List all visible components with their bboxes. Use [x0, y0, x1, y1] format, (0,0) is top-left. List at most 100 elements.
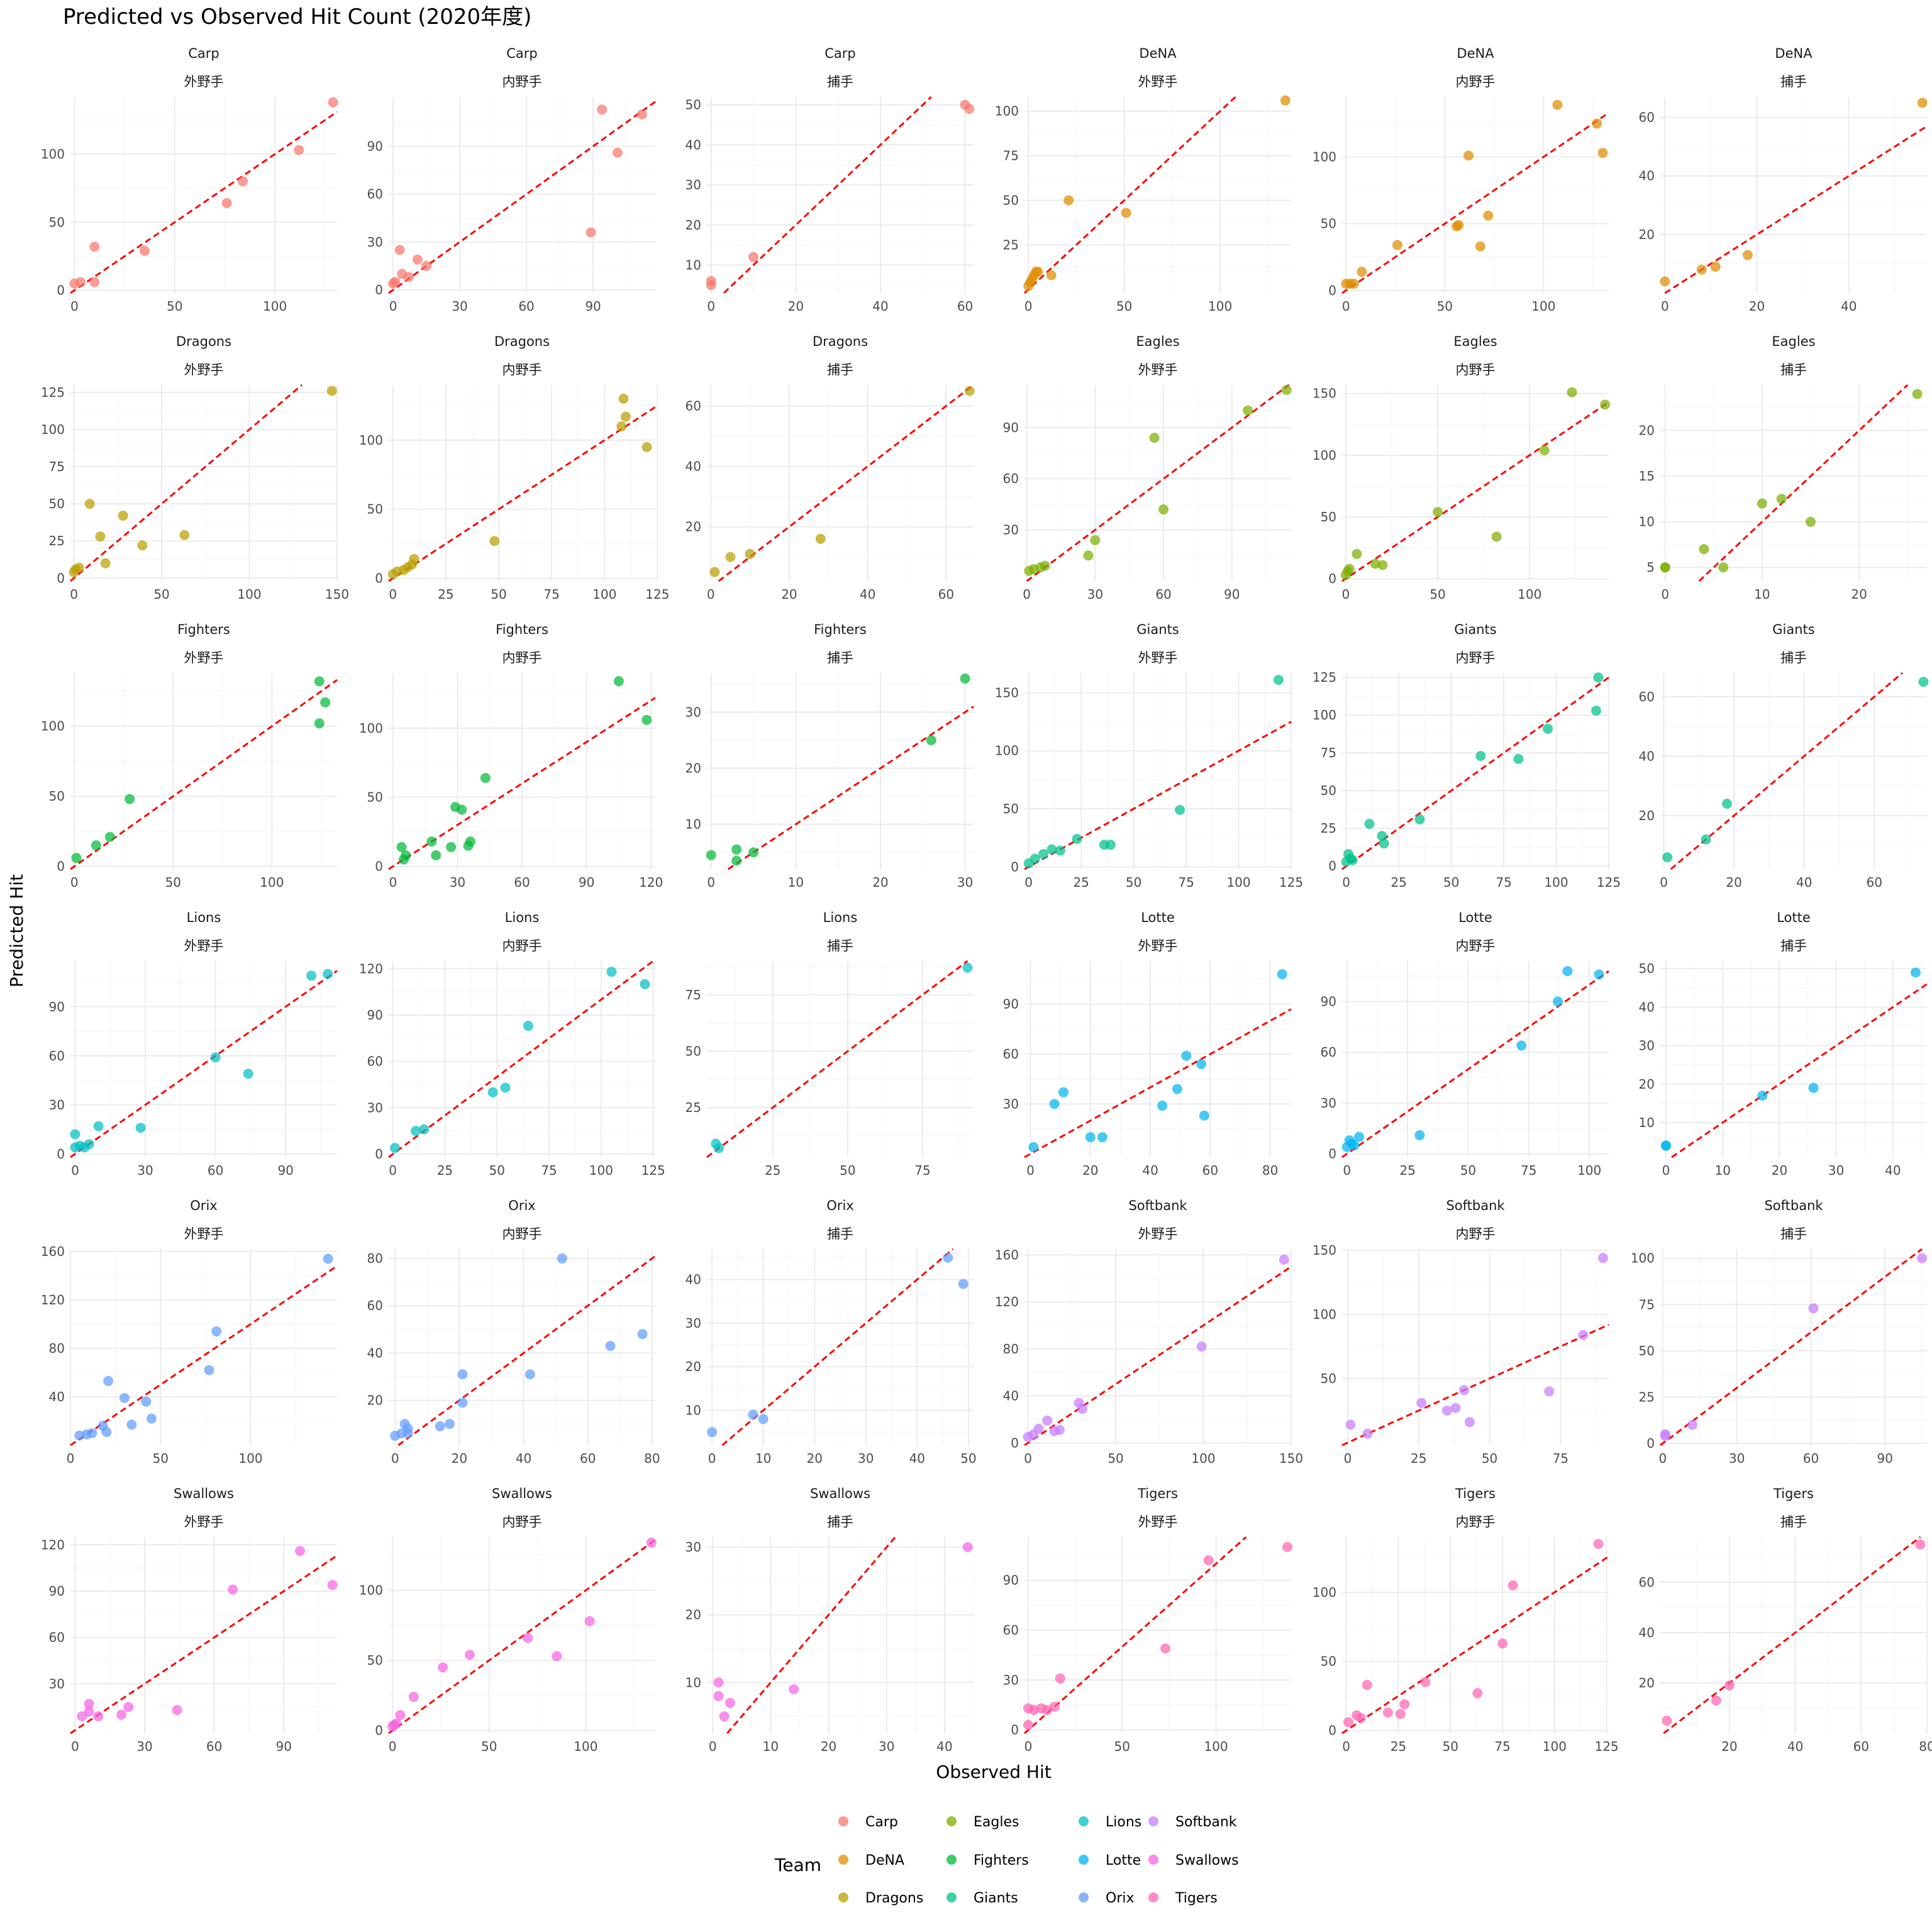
y-tick-label: 50 [1003, 801, 1019, 816]
legend-label: Fighters [974, 1853, 1029, 1868]
x-tick-label: 125 [1279, 875, 1303, 890]
facet-team-label: Fighters [814, 622, 867, 637]
y-tick-label: 20 [1639, 227, 1655, 242]
y-tick-label: 60 [49, 1048, 65, 1063]
data-point [84, 1139, 94, 1150]
y-tick-label: 100 [41, 719, 65, 734]
facet-position-label: 捕手 [1780, 1514, 1807, 1530]
data-point [1196, 1058, 1207, 1069]
facet-position-label: 捕手 [827, 1514, 853, 1530]
x-tick-label: 0 [707, 299, 715, 314]
legend-key [838, 1816, 848, 1826]
facet-panel-orix-0: Orix 外野手 0 50 100 40 80 120 160 [41, 1198, 338, 1466]
y-tick-label: 60 [1639, 689, 1655, 704]
reference-line [1671, 983, 1928, 1158]
data-point [465, 1650, 475, 1660]
x-tick-label: 100 [592, 587, 616, 602]
facet-team-label: Softbank [1764, 1198, 1823, 1213]
facet-panel-giants-1: Giants 内野手 0 25 50 75 100 125 0 25 50 75 100 125 [1313, 622, 1621, 890]
x-tick-label: 80 [1262, 1163, 1278, 1178]
x-tick-label: 0 [1023, 587, 1031, 602]
x-tick-label: 25 [1073, 875, 1089, 890]
y-tick-label: 0 [1011, 859, 1019, 874]
data-point [605, 1341, 616, 1352]
y-tick-label: 30 [49, 1676, 65, 1691]
data-point [1382, 1707, 1393, 1718]
x-tick-label: 50 [1116, 299, 1132, 314]
x-tick-label: 150 [325, 587, 349, 602]
y-tick-label: 40 [686, 459, 701, 474]
x-tick-label: 0 [1024, 299, 1033, 314]
data-point [419, 1124, 430, 1135]
data-point [445, 1419, 455, 1430]
facet-team-label: Giants [1772, 622, 1814, 637]
data-point [1377, 831, 1387, 841]
x-tick-label: 90 [1877, 1451, 1893, 1466]
reference-line [70, 1265, 338, 1446]
data-point [1277, 969, 1287, 980]
data-point [612, 147, 623, 158]
data-point [314, 718, 325, 729]
x-tick-label: 60 [208, 1163, 223, 1178]
legend-label: Tigers [1175, 1890, 1218, 1906]
y-tick-label: 20 [686, 218, 701, 233]
data-point [1463, 150, 1474, 161]
data-point [409, 553, 419, 564]
x-tick-label: 60 [1867, 875, 1882, 890]
y-tick-label: 60 [367, 187, 383, 202]
data-point [1172, 1084, 1182, 1094]
y-tick-label: 40 [1639, 1625, 1655, 1640]
data-point [294, 145, 304, 155]
data-point [1433, 507, 1443, 518]
facet-team-label: Eagles [1136, 334, 1179, 349]
data-point [1083, 550, 1094, 561]
reference-line [718, 384, 974, 582]
reference-line [1664, 125, 1928, 294]
data-point [637, 1329, 648, 1340]
x-tick-label: 50 [1437, 299, 1453, 314]
reference-line [1024, 1008, 1292, 1158]
y-tick-label: 20 [686, 1359, 701, 1374]
data-point [1513, 753, 1524, 764]
data-point [1377, 560, 1388, 570]
data-point [1594, 969, 1604, 980]
facet-team-label: Swallows [810, 1486, 870, 1501]
x-tick-label: 150 [1279, 1451, 1303, 1466]
y-tick-label: 0 [57, 570, 65, 586]
data-point [1279, 1254, 1289, 1265]
facet-team-label: Fighters [177, 622, 230, 637]
chart-title: Predicted vs Observed Hit Count (2020年度) [63, 4, 531, 30]
data-point [1033, 266, 1043, 277]
x-tick-label: 100 [263, 299, 287, 314]
facet-team-label: Orix [508, 1198, 535, 1213]
x-tick-label: 30 [450, 875, 465, 890]
x-tick-label: 0 [389, 1163, 397, 1178]
facet-position-label: 内野手 [1456, 650, 1496, 665]
x-tick-label: 50 [1114, 1739, 1130, 1754]
y-tick-label: 120 [359, 961, 383, 976]
data-point [118, 511, 128, 521]
data-point [958, 1279, 969, 1289]
data-point [1041, 1704, 1052, 1715]
x-tick-label: 40 [860, 587, 875, 602]
x-tick-label: 90 [1224, 587, 1240, 602]
legend-key [1079, 1892, 1089, 1902]
y-tick-label: 50 [1321, 783, 1336, 798]
x-tick-label: 125 [1595, 1739, 1619, 1754]
facet-position-label: 外野手 [184, 1226, 224, 1241]
data-point [1379, 838, 1389, 849]
data-point [135, 1123, 146, 1133]
data-point [1046, 270, 1057, 280]
data-point [1660, 276, 1670, 287]
data-point [616, 421, 627, 431]
y-tick-label: 50 [1321, 509, 1336, 525]
y-tick-label: 20 [686, 1607, 701, 1623]
data-point [1696, 264, 1707, 275]
y-axis-title: Predicted Hit [6, 874, 27, 987]
data-point [641, 441, 652, 452]
data-point [1414, 1130, 1425, 1141]
data-point [1097, 1132, 1108, 1143]
data-point [243, 1069, 253, 1079]
x-tick-label: 75 [541, 1163, 557, 1178]
